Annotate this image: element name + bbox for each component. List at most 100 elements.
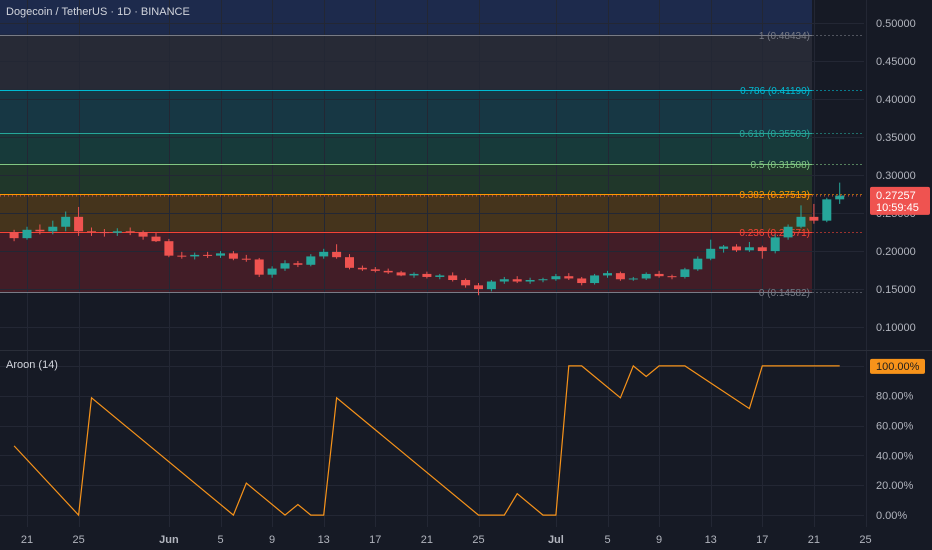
fibonacci-levels: 1 (0.48434) 0.786 (0.41190) 0.618 (0.35503… bbox=[0, 31, 864, 299]
aroon-up-line bbox=[13, 364, 840, 517]
candle-body-35 bbox=[461, 280, 471, 286]
candle-body-48 bbox=[628, 278, 638, 280]
aroon-axis[interactable]: 80.00% 60.00% 40.00% 20.00% 0.00% 100.00% bbox=[870, 358, 925, 522]
fib-label-1: 0.786 (0.41190) bbox=[740, 86, 810, 97]
candle-body-61 bbox=[796, 216, 806, 227]
time-label-13: 17 bbox=[756, 534, 768, 546]
candle-body-24 bbox=[319, 251, 329, 257]
time-label-0: 21 bbox=[21, 534, 33, 546]
aroon-line[interactable] bbox=[13, 364, 840, 517]
candle-body-42 bbox=[551, 276, 561, 280]
candle-body-3 bbox=[48, 226, 58, 232]
time-label-9: Jul bbox=[548, 534, 564, 546]
candle-body-7 bbox=[99, 232, 109, 234]
candle-body-17 bbox=[228, 253, 238, 259]
price-tick-4: 0.30000 bbox=[876, 170, 916, 182]
aroon-tick-2: 60.00% bbox=[876, 421, 914, 433]
last-price-tag bbox=[870, 186, 930, 215]
candle-body-60 bbox=[783, 226, 793, 238]
candle-body-41 bbox=[538, 279, 548, 281]
time-label-8: 25 bbox=[472, 534, 484, 546]
candle-body-53 bbox=[693, 258, 703, 270]
time-label-6: 17 bbox=[369, 534, 381, 546]
candle-body-49 bbox=[641, 273, 651, 279]
candle-body-33 bbox=[435, 275, 445, 277]
candle-body-20 bbox=[267, 268, 277, 275]
price-tick-0: 0.50000 bbox=[876, 18, 916, 30]
fib-zone-4 bbox=[0, 193, 812, 232]
candle-body-28 bbox=[370, 269, 380, 271]
price-tick-1: 0.45000 bbox=[876, 56, 916, 68]
price-tick-2: 0.40000 bbox=[876, 94, 916, 106]
aroon-tick-5: 0.00% bbox=[876, 510, 907, 522]
candle-body-10 bbox=[138, 232, 148, 237]
last-price-label: 0.27257 bbox=[876, 190, 916, 202]
candle-body-47 bbox=[615, 273, 625, 280]
time-label-2: Jun bbox=[159, 534, 179, 546]
candle-body-23 bbox=[306, 256, 316, 265]
last-price-countdown: 10:59:45 bbox=[876, 202, 919, 214]
candle-body-4 bbox=[61, 216, 71, 227]
time-label-12: 13 bbox=[705, 534, 717, 546]
candle-body-12 bbox=[164, 241, 174, 256]
candle-body-39 bbox=[512, 279, 522, 282]
candle-body-62 bbox=[809, 216, 819, 221]
time-label-14: 21 bbox=[808, 534, 820, 546]
candle-body-1 bbox=[22, 229, 32, 239]
candle-body-44 bbox=[577, 278, 587, 284]
aroon-tick-1: 80.00% bbox=[876, 391, 914, 403]
candle-body-58 bbox=[757, 247, 767, 252]
candle-body-19 bbox=[254, 259, 264, 275]
candle-body-51 bbox=[667, 276, 677, 278]
time-label-1: 25 bbox=[72, 534, 84, 546]
candle-body-15 bbox=[203, 254, 213, 256]
fib-label-0: 1 (0.48434) bbox=[759, 31, 810, 42]
aroon-value-label: 100.00% bbox=[876, 361, 920, 373]
fib-zone-3 bbox=[0, 163, 812, 194]
fib-band-top bbox=[0, 0, 812, 35]
candle-body-26 bbox=[345, 257, 354, 268]
fib-zone-1 bbox=[0, 89, 812, 134]
fibonacci-fills bbox=[0, 0, 812, 293]
fib-zone-5 bbox=[0, 231, 812, 293]
time-label-5: 13 bbox=[318, 534, 330, 546]
price-tick-3: 0.35000 bbox=[876, 132, 916, 144]
candle-body-38 bbox=[499, 279, 509, 282]
time-label-3: 5 bbox=[217, 534, 223, 546]
candle-body-50 bbox=[654, 273, 664, 277]
candle-body-56 bbox=[732, 246, 741, 251]
candle-body-21 bbox=[280, 263, 290, 269]
chart-title: Dogecoin / TetherUS · 1D · BINANCE bbox=[6, 6, 190, 18]
candle-body-37 bbox=[486, 281, 496, 290]
fib-label-4: 0.382 (0.27513) bbox=[739, 190, 810, 201]
candle-body-8 bbox=[112, 231, 122, 233]
candle-body-0 bbox=[9, 232, 19, 239]
price-axis[interactable]: 0.500000.450000.400000.350000.300000.250… bbox=[0, 18, 930, 334]
candle-body-40 bbox=[525, 280, 535, 282]
candle-body-13 bbox=[177, 255, 187, 257]
fib-zone-2 bbox=[0, 133, 812, 164]
aroon-grid bbox=[0, 366, 864, 516]
fib-label-5: 0.236 (0.22571) bbox=[739, 228, 810, 239]
price-tick-6: 0.20000 bbox=[876, 246, 916, 258]
fib-label-3: 0.5 (0.31508) bbox=[751, 160, 811, 171]
candle-body-57 bbox=[744, 247, 754, 251]
time-axis[interactable]: 21 25 Jun 5 9 13 17 21 25 Jul 5 9 13 17 21 25 bbox=[21, 534, 872, 546]
time-label-7: 21 bbox=[421, 534, 433, 546]
candle-body-45 bbox=[590, 275, 600, 284]
fib-label-2: 0.618 (0.35503) bbox=[739, 129, 810, 140]
candle-body-64 bbox=[835, 195, 845, 200]
aroon-value-tag bbox=[870, 358, 925, 374]
fib-zone-0 bbox=[0, 34, 812, 90]
candle-body-36 bbox=[474, 285, 483, 290]
candle-body-18 bbox=[241, 258, 251, 260]
candle-body-55 bbox=[719, 246, 729, 249]
candlestick-series[interactable] bbox=[9, 182, 845, 296]
candle-body-29 bbox=[383, 270, 393, 273]
time-label-4: 9 bbox=[269, 534, 275, 546]
candle-body-31 bbox=[409, 273, 419, 276]
time-label-10: 5 bbox=[604, 534, 610, 546]
aroon-tick-4: 20.00% bbox=[876, 480, 914, 492]
candle-body-43 bbox=[564, 276, 574, 279]
